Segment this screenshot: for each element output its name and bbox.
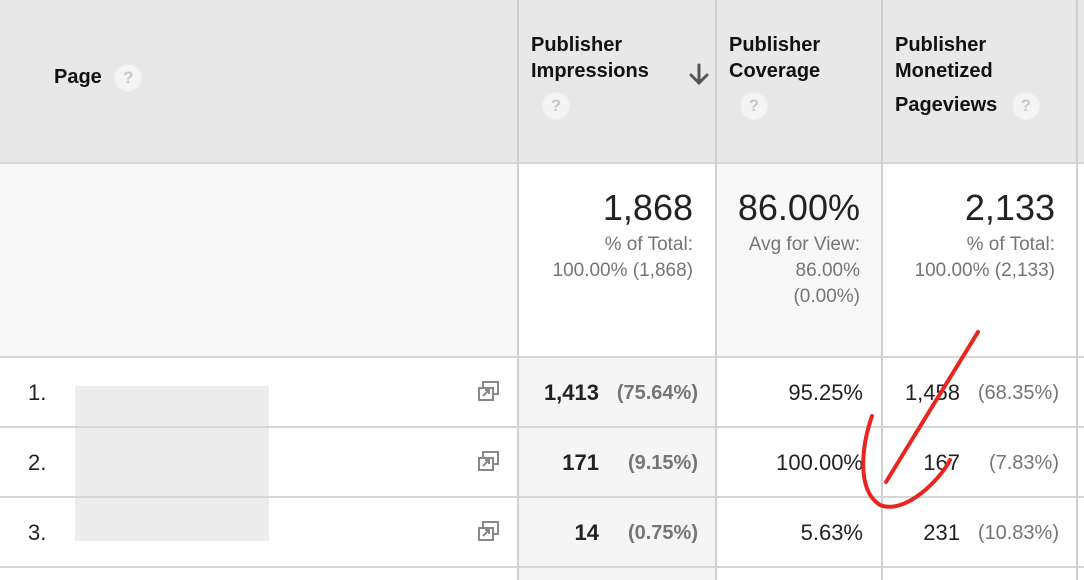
divider xyxy=(881,0,883,580)
row-impressions: 14 xyxy=(574,520,599,545)
pageviews-header-line2: Monetized xyxy=(895,60,993,82)
coverage-total-sub-line2: 86.00% xyxy=(795,260,860,281)
help-icon[interactable]: ? xyxy=(741,93,767,119)
impressions-header-line1: Publisher xyxy=(531,34,623,56)
pageviews-column-header[interactable]: Publisher Monetized Pageviews ? xyxy=(895,32,1039,119)
impressions-header-line2: Impressions xyxy=(531,60,649,82)
row-number: 1. xyxy=(28,380,47,405)
row-impressions: 171 xyxy=(562,450,599,475)
pageviews-total-sub-line1: % of Total: xyxy=(966,234,1055,255)
row-impressions-pct: (9.15%) xyxy=(627,452,698,474)
row-coverage: 95.25% xyxy=(788,380,863,405)
pageviews-total-sub: % of Total: 100.00% (2,133) xyxy=(883,232,1056,284)
divider xyxy=(517,0,519,580)
impressions-column-header[interactable]: Publisher Impressions ? xyxy=(531,32,649,119)
pageviews-total: 2,133 xyxy=(964,187,1055,228)
coverage-total-sub-line3: (0.00%) xyxy=(793,286,860,307)
help-icon[interactable]: ? xyxy=(543,93,569,119)
coverage-column-header[interactable]: Publisher Coverage ? xyxy=(729,32,820,119)
row-pageviews: 1,458 xyxy=(904,380,960,405)
divider xyxy=(0,566,1084,568)
coverage-total-sub-line1: Avg for View: xyxy=(748,234,860,255)
row-pageviews-pct: (10.83%) xyxy=(977,522,1059,544)
row-coverage: 100.00% xyxy=(776,450,863,475)
table-header xyxy=(0,0,1084,162)
row-coverage: 5.63% xyxy=(800,520,863,545)
pageviews-header-line3: Pageviews xyxy=(895,94,998,116)
row-number: 2. xyxy=(28,450,47,475)
row-impressions-pct: (0.75%) xyxy=(627,522,698,544)
help-icon[interactable]: ? xyxy=(1012,92,1039,119)
coverage-header-line1: Publisher xyxy=(729,34,821,56)
open-external-icon[interactable] xyxy=(477,450,501,472)
row-number: 3. xyxy=(28,520,47,545)
row-pageviews-pct: (68.35%) xyxy=(977,382,1059,404)
pageviews-total-sub-line2: 100.00% (2,133) xyxy=(914,260,1056,281)
sorted-column-highlight xyxy=(519,358,715,580)
impressions-total-sub: % of Total: 100.00% (1,868) xyxy=(519,232,694,284)
redacted-page-links[interactable] xyxy=(75,386,269,541)
row-pageviews-pct: (7.83%) xyxy=(988,452,1059,474)
row-pageviews: 167 xyxy=(923,450,960,475)
coverage-total-sub: Avg for View: 86.00% (0.00%) xyxy=(717,232,860,310)
help-icon[interactable]: ? xyxy=(115,64,142,91)
page-column-header[interactable]: Page ? xyxy=(54,64,142,91)
impressions-total-sub-line2: 100.00% (1,868) xyxy=(552,260,694,281)
summary-row xyxy=(0,164,1084,356)
divider xyxy=(1076,0,1078,580)
row-impressions: 1,413 xyxy=(543,380,599,405)
divider xyxy=(0,356,1084,358)
page-column-label: Page xyxy=(54,66,102,88)
divider xyxy=(0,426,1084,428)
row-pageviews: 231 xyxy=(923,520,960,545)
impressions-total: 1,868 xyxy=(602,187,693,228)
coverage-total: 86.00% xyxy=(737,187,860,228)
divider xyxy=(0,162,1084,164)
sort-down-arrow-icon[interactable] xyxy=(688,62,710,88)
impressions-total-sub-line1: % of Total: xyxy=(604,234,693,255)
coverage-header-line2: Coverage xyxy=(729,60,821,82)
open-external-icon[interactable] xyxy=(477,520,501,542)
row-impressions-pct: (75.64%) xyxy=(616,382,698,404)
divider xyxy=(715,0,717,580)
open-external-icon[interactable] xyxy=(477,380,501,402)
divider xyxy=(0,496,1084,498)
pageviews-header-line1: Publisher xyxy=(895,34,987,56)
